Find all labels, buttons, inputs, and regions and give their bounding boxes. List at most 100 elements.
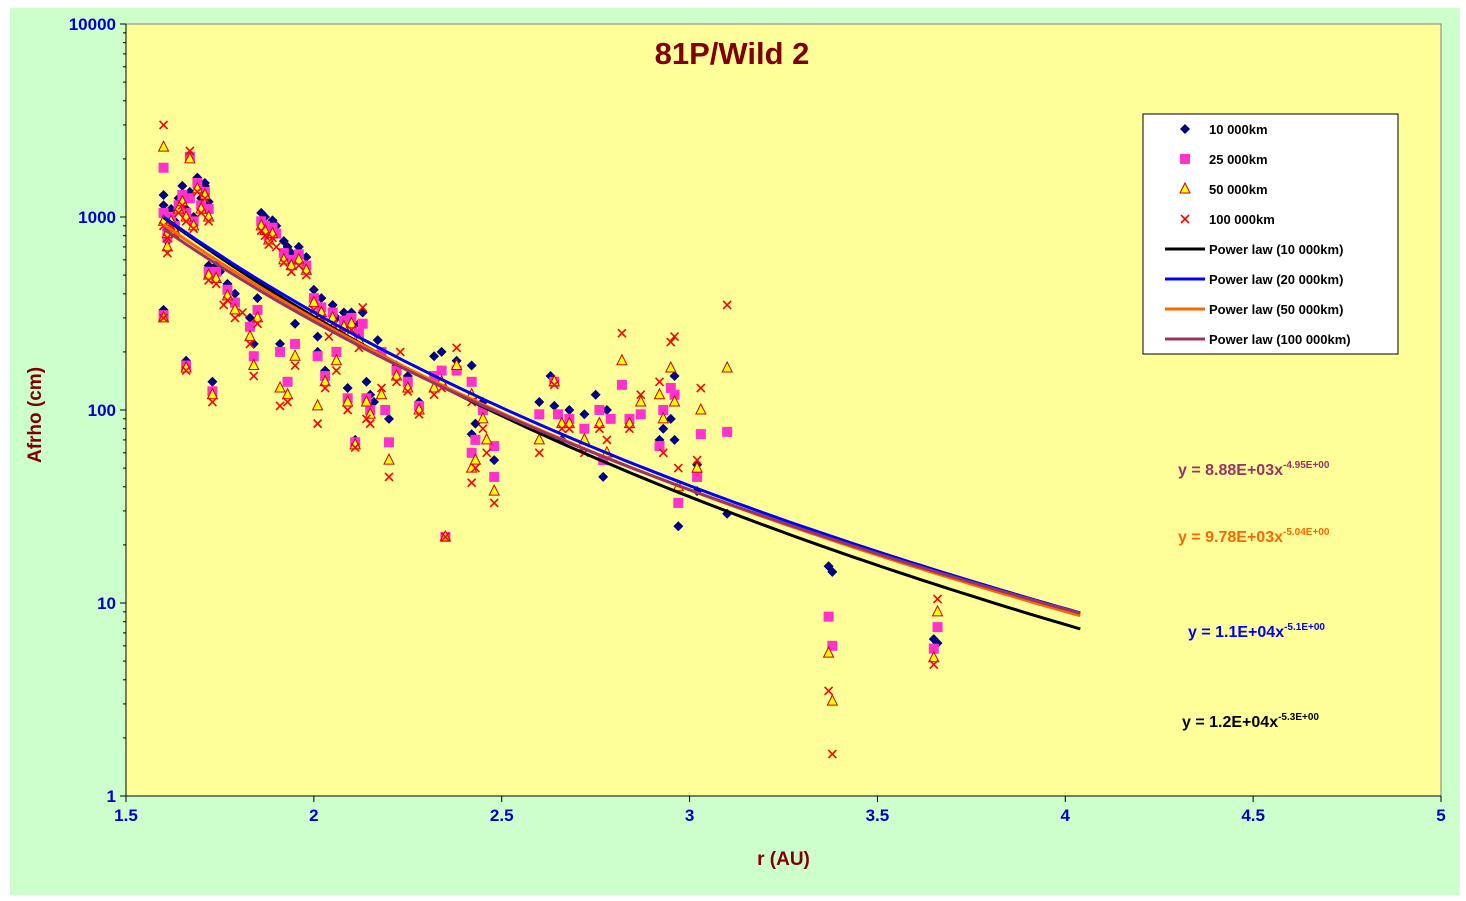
data-point — [275, 338, 286, 349]
axis-layer: 1 10 100 1000 10000 1.5 2 2.5 3 3.5 4 4.5 5 — [69, 15, 1446, 825]
data-point — [594, 424, 604, 434]
data-point — [931, 604, 944, 617]
data-point — [316, 293, 327, 304]
legend-box — [1142, 113, 1399, 355]
data-point — [311, 398, 324, 411]
data-point — [200, 193, 210, 203]
data-point — [301, 252, 312, 263]
data-point — [669, 371, 680, 382]
x-axis-label: r (AU) — [757, 849, 810, 870]
data-point — [192, 187, 202, 197]
y-tick-label: 1000 — [78, 208, 116, 227]
data-point — [658, 448, 668, 458]
data-point — [549, 400, 560, 411]
data-point — [282, 397, 293, 407]
data-point — [248, 338, 259, 349]
data-point — [450, 358, 463, 371]
data-point — [286, 267, 296, 277]
data-point — [274, 380, 286, 393]
data-point — [927, 650, 940, 663]
data-point — [365, 419, 375, 429]
data-point — [376, 383, 387, 393]
data-point — [271, 242, 281, 252]
data-point — [673, 497, 684, 508]
data-point — [275, 346, 286, 357]
data-point — [161, 239, 174, 252]
data-point — [666, 337, 676, 347]
data-point — [395, 347, 405, 357]
data-point — [553, 409, 564, 420]
legend-label: Power law (20 000km) — [1209, 272, 1343, 287]
data-point — [383, 452, 395, 465]
data-point — [166, 204, 177, 215]
data-point — [293, 241, 304, 252]
data-point — [157, 140, 170, 152]
data-point — [691, 460, 703, 473]
data-point — [301, 270, 311, 280]
data-point — [345, 316, 358, 329]
data-point — [267, 233, 278, 243]
data-point — [282, 376, 293, 387]
data-point — [252, 304, 263, 315]
data-point — [260, 231, 270, 241]
data-point — [669, 332, 680, 342]
data-point — [489, 471, 500, 482]
data-point — [695, 402, 707, 415]
data-point — [229, 297, 240, 308]
data-point — [470, 418, 481, 429]
data-point — [204, 216, 214, 226]
data-point — [159, 313, 169, 323]
data-point — [358, 302, 368, 312]
legend-marker — [1179, 181, 1191, 194]
data-point — [158, 207, 169, 218]
data-point — [384, 413, 394, 424]
data-point — [202, 267, 215, 280]
data-point — [211, 279, 221, 289]
data-point — [590, 389, 601, 400]
data-point — [467, 478, 477, 488]
data-point — [331, 366, 341, 376]
data-point — [477, 405, 488, 415]
data-point — [480, 432, 493, 445]
data-point — [294, 261, 304, 271]
data-point — [534, 397, 545, 408]
data-point — [290, 360, 300, 371]
data-point — [281, 387, 294, 400]
y-axis-label: Afrho (cm) — [25, 367, 46, 463]
data-point — [668, 394, 681, 407]
data-point — [823, 611, 834, 622]
legend-label: 25 000km — [1209, 152, 1268, 167]
data-point — [436, 365, 447, 376]
data-point — [290, 318, 301, 329]
data-point — [312, 331, 323, 342]
data-point — [440, 532, 450, 542]
legend-marker — [1180, 214, 1190, 224]
data-point — [602, 435, 612, 445]
data-point — [204, 275, 214, 285]
legend-label: Power law (50 000km) — [1209, 302, 1343, 317]
data-point — [470, 463, 480, 473]
data-point — [357, 318, 368, 329]
data-point — [264, 239, 274, 250]
data-point — [533, 432, 546, 445]
fit-line — [162, 227, 1081, 615]
fit-equation: y = 1.2E+04x-5.3E+00 — [1182, 712, 1319, 731]
fit-equation: y = 9.78E+03x-5.04E+00 — [1178, 527, 1330, 546]
data-point — [244, 329, 256, 342]
data-point — [327, 299, 338, 310]
data-point — [466, 376, 477, 387]
legend-label: 50 000km — [1209, 182, 1268, 197]
data-point — [330, 353, 343, 366]
data-point — [222, 295, 233, 305]
x-tick-label: 5 — [1436, 806, 1445, 825]
data-point — [557, 424, 567, 434]
data-point — [669, 389, 680, 400]
data-point — [158, 162, 169, 173]
data-point — [579, 409, 590, 420]
x-tick-label: 4 — [1061, 806, 1071, 825]
legend-label: Power law (100 000km) — [1209, 332, 1351, 347]
y-tick-label: 1 — [107, 787, 116, 806]
data-point — [477, 411, 489, 424]
data-point — [658, 423, 669, 434]
data-point — [696, 383, 706, 393]
